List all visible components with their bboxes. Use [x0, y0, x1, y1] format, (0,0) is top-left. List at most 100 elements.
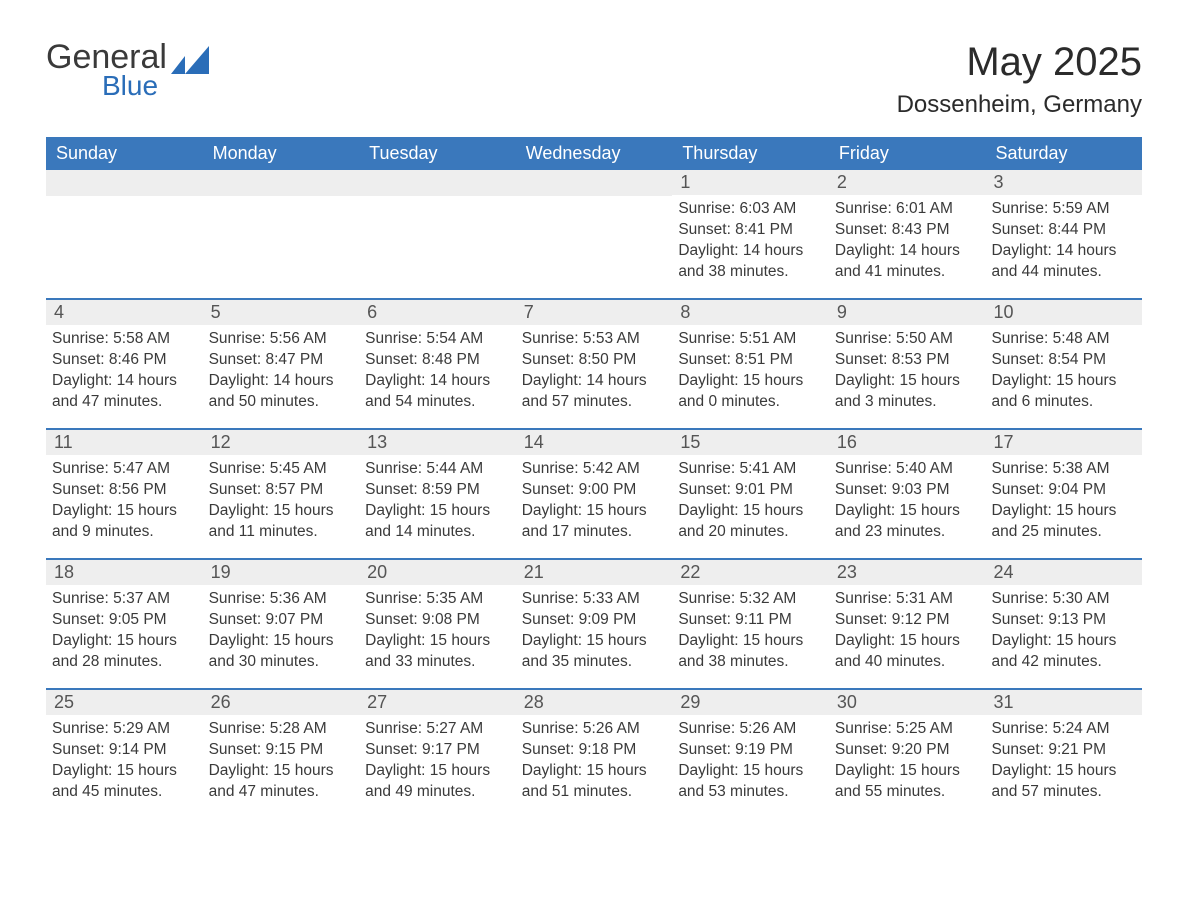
day-body: Sunrise: 5:26 AMSunset: 9:18 PMDaylight:…	[516, 715, 673, 813]
day-body: Sunrise: 5:27 AMSunset: 9:17 PMDaylight:…	[359, 715, 516, 813]
day-number: 15	[672, 430, 829, 455]
day-cell: 23Sunrise: 5:31 AMSunset: 9:12 PMDayligh…	[829, 560, 986, 688]
sunrise-line: Sunrise: 5:29 AM	[52, 719, 197, 740]
day-body	[203, 196, 360, 210]
day-cell: 2Sunrise: 6:01 AMSunset: 8:43 PMDaylight…	[829, 170, 986, 298]
sunset-line: Sunset: 8:44 PM	[991, 220, 1136, 241]
day-body: Sunrise: 5:53 AMSunset: 8:50 PMDaylight:…	[516, 325, 673, 423]
day-number-row: 6	[359, 300, 516, 325]
sunrise-line: Sunrise: 5:32 AM	[678, 589, 823, 610]
daylight-line: Daylight: 14 hours and 50 minutes.	[209, 371, 354, 413]
sunrise-line: Sunrise: 5:50 AM	[835, 329, 980, 350]
daylight-line: Daylight: 14 hours and 41 minutes.	[835, 241, 980, 283]
sunrise-line: Sunrise: 5:48 AM	[991, 329, 1136, 350]
day-cell	[516, 170, 673, 298]
day-cell: 4Sunrise: 5:58 AMSunset: 8:46 PMDaylight…	[46, 300, 203, 428]
day-number-row: 29	[672, 690, 829, 715]
week-row: 25Sunrise: 5:29 AMSunset: 9:14 PMDayligh…	[46, 688, 1142, 818]
sunset-line: Sunset: 8:41 PM	[678, 220, 823, 241]
sunset-line: Sunset: 8:43 PM	[835, 220, 980, 241]
day-body	[516, 196, 673, 210]
sunrise-line: Sunrise: 5:26 AM	[522, 719, 667, 740]
day-number-row: 5	[203, 300, 360, 325]
daylight-line: Daylight: 15 hours and 51 minutes.	[522, 761, 667, 803]
daylight-line: Daylight: 15 hours and 14 minutes.	[365, 501, 510, 543]
day-number-row: 17	[985, 430, 1142, 455]
day-number: 9	[829, 300, 986, 325]
day-number-row: 10	[985, 300, 1142, 325]
daylight-line: Daylight: 15 hours and 33 minutes.	[365, 631, 510, 673]
day-body: Sunrise: 5:29 AMSunset: 9:14 PMDaylight:…	[46, 715, 203, 813]
sunset-line: Sunset: 8:54 PM	[991, 350, 1136, 371]
day-number: 16	[829, 430, 986, 455]
day-body: Sunrise: 5:48 AMSunset: 8:54 PMDaylight:…	[985, 325, 1142, 423]
day-number: 3	[985, 170, 1142, 195]
day-number-row: 27	[359, 690, 516, 715]
day-cell: 10Sunrise: 5:48 AMSunset: 8:54 PMDayligh…	[985, 300, 1142, 428]
day-number: 23	[829, 560, 986, 585]
day-body: Sunrise: 5:28 AMSunset: 9:15 PMDaylight:…	[203, 715, 360, 813]
sunset-line: Sunset: 9:00 PM	[522, 480, 667, 501]
calendar: Sunday Monday Tuesday Wednesday Thursday…	[46, 137, 1142, 818]
sunset-line: Sunset: 9:01 PM	[678, 480, 823, 501]
day-cell: 30Sunrise: 5:25 AMSunset: 9:20 PMDayligh…	[829, 690, 986, 818]
day-body: Sunrise: 5:36 AMSunset: 9:07 PMDaylight:…	[203, 585, 360, 683]
sunrise-line: Sunrise: 5:35 AM	[365, 589, 510, 610]
day-cell: 25Sunrise: 5:29 AMSunset: 9:14 PMDayligh…	[46, 690, 203, 818]
day-number: 1	[672, 170, 829, 195]
day-number-row	[46, 170, 203, 196]
day-number-row: 1	[672, 170, 829, 195]
day-body	[359, 196, 516, 210]
day-body: Sunrise: 5:41 AMSunset: 9:01 PMDaylight:…	[672, 455, 829, 553]
daylight-line: Daylight: 14 hours and 47 minutes.	[52, 371, 197, 413]
day-body: Sunrise: 5:37 AMSunset: 9:05 PMDaylight:…	[46, 585, 203, 683]
sunrise-line: Sunrise: 5:37 AM	[52, 589, 197, 610]
day-body: Sunrise: 5:59 AMSunset: 8:44 PMDaylight:…	[985, 195, 1142, 293]
daylight-line: Daylight: 15 hours and 6 minutes.	[991, 371, 1136, 413]
sunrise-line: Sunrise: 5:30 AM	[991, 589, 1136, 610]
sunset-line: Sunset: 8:59 PM	[365, 480, 510, 501]
daylight-line: Daylight: 15 hours and 17 minutes.	[522, 501, 667, 543]
sunrise-line: Sunrise: 5:51 AM	[678, 329, 823, 350]
sunrise-line: Sunrise: 5:28 AM	[209, 719, 354, 740]
sunset-line: Sunset: 9:19 PM	[678, 740, 823, 761]
logo-text-main: General	[46, 40, 167, 74]
day-number: 10	[985, 300, 1142, 325]
day-body: Sunrise: 5:30 AMSunset: 9:13 PMDaylight:…	[985, 585, 1142, 683]
day-number-row: 23	[829, 560, 986, 585]
day-number-row: 22	[672, 560, 829, 585]
daylight-line: Daylight: 15 hours and 38 minutes.	[678, 631, 823, 673]
day-cell: 6Sunrise: 5:54 AMSunset: 8:48 PMDaylight…	[359, 300, 516, 428]
day-cell	[203, 170, 360, 298]
day-number: 7	[516, 300, 673, 325]
daylight-line: Daylight: 15 hours and 35 minutes.	[522, 631, 667, 673]
day-cell: 14Sunrise: 5:42 AMSunset: 9:00 PMDayligh…	[516, 430, 673, 558]
day-number-row: 24	[985, 560, 1142, 585]
day-cell: 7Sunrise: 5:53 AMSunset: 8:50 PMDaylight…	[516, 300, 673, 428]
sunset-line: Sunset: 9:15 PM	[209, 740, 354, 761]
sunset-line: Sunset: 9:21 PM	[991, 740, 1136, 761]
day-number-row: 31	[985, 690, 1142, 715]
day-number: 12	[203, 430, 360, 455]
day-number-row: 9	[829, 300, 986, 325]
day-cell: 15Sunrise: 5:41 AMSunset: 9:01 PMDayligh…	[672, 430, 829, 558]
day-number: 20	[359, 560, 516, 585]
day-number: 22	[672, 560, 829, 585]
day-body: Sunrise: 6:01 AMSunset: 8:43 PMDaylight:…	[829, 195, 986, 293]
sunset-line: Sunset: 9:05 PM	[52, 610, 197, 631]
header: General Blue May 2025 Dossenheim, German…	[46, 40, 1142, 119]
day-body: Sunrise: 6:03 AMSunset: 8:41 PMDaylight:…	[672, 195, 829, 293]
day-cell: 17Sunrise: 5:38 AMSunset: 9:04 PMDayligh…	[985, 430, 1142, 558]
day-body: Sunrise: 5:42 AMSunset: 9:00 PMDaylight:…	[516, 455, 673, 553]
day-cell: 24Sunrise: 5:30 AMSunset: 9:13 PMDayligh…	[985, 560, 1142, 688]
day-cell: 18Sunrise: 5:37 AMSunset: 9:05 PMDayligh…	[46, 560, 203, 688]
daylight-line: Daylight: 14 hours and 57 minutes.	[522, 371, 667, 413]
daylight-line: Daylight: 15 hours and 42 minutes.	[991, 631, 1136, 673]
day-cell: 5Sunrise: 5:56 AMSunset: 8:47 PMDaylight…	[203, 300, 360, 428]
weekday-header: Monday	[203, 137, 360, 170]
sunset-line: Sunset: 8:47 PM	[209, 350, 354, 371]
sunrise-line: Sunrise: 5:40 AM	[835, 459, 980, 480]
sunrise-line: Sunrise: 5:54 AM	[365, 329, 510, 350]
sunset-line: Sunset: 9:11 PM	[678, 610, 823, 631]
sunrise-line: Sunrise: 5:47 AM	[52, 459, 197, 480]
